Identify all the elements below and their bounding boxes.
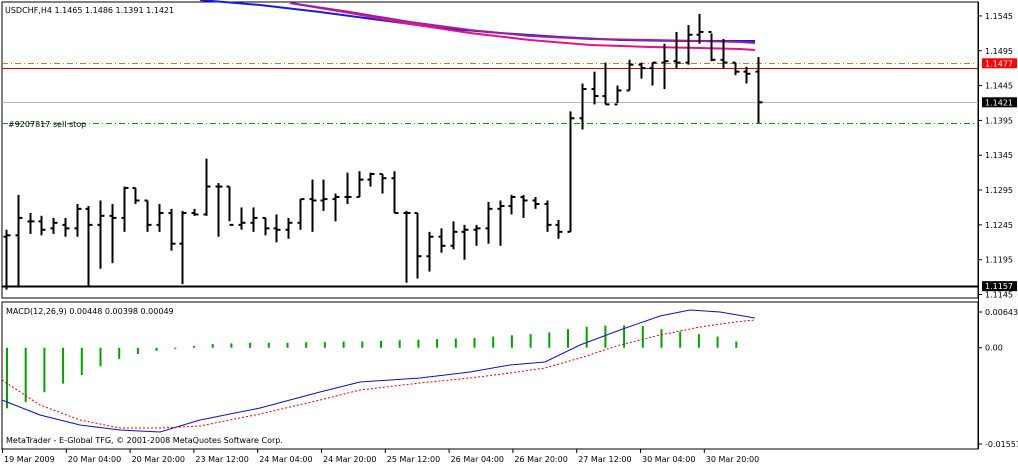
macd-axis-ticks: 0.00643 0.00 -0.01557 (978, 308, 1018, 449)
macd-histogram-bar (24, 347, 27, 403)
time-tick-label: 20 Mar 04:00 (68, 455, 121, 464)
macd-histogram-bar (267, 342, 270, 348)
macd-histogram-bar (99, 347, 102, 367)
time-tick-label: 30 Mar 04:00 (642, 455, 695, 464)
macd-histogram-bar (716, 336, 719, 348)
macd-histogram-bar (380, 340, 382, 348)
macd-histogram-bar (454, 338, 457, 348)
macd-label: MACD(12,26,9) 0.00448 0.00398 0.00049 (6, 307, 174, 316)
macd-histogram-bar (398, 340, 401, 348)
macd-histogram-bar (567, 329, 569, 348)
macd-histogram-bar (623, 325, 626, 348)
macd-histogram-bar (660, 329, 663, 348)
macd-histogram-bar (211, 344, 214, 348)
macd-histogram-bar (193, 345, 195, 348)
time-tick-label: 23 Mar 12:00 (195, 455, 248, 464)
price-tag-text: 1.1421 (985, 98, 1013, 107)
macd-histogram-bar (417, 339, 420, 348)
macd-tick-label: 0.00 (985, 344, 1003, 353)
macd-histogram (6, 325, 738, 409)
macd-histogram-bar (697, 334, 700, 348)
price-tick-label: 1.1295 (985, 186, 1013, 195)
time-axis-labels: 19 Mar 2009 20 Mar 04:00 20 Mar 20:00 23 Ma… (2, 449, 759, 464)
price-tick-label: 1.1345 (985, 151, 1013, 160)
price-tick-label: 1.1445 (985, 82, 1013, 91)
macd-histogram-bar (641, 326, 644, 348)
macd-histogram-bar (436, 339, 439, 348)
price-tags: 1.1477 1.1421 1.1157 (982, 58, 1017, 292)
price-tag-text: 1.1477 (985, 59, 1013, 68)
macd-histogram-bar (43, 347, 46, 393)
macd-histogram-bar (323, 342, 326, 348)
macd-histogram-bar (230, 343, 233, 348)
macd-histogram-bar (548, 332, 551, 348)
macd-histogram-bar (6, 347, 8, 409)
macd-histogram-bar (510, 335, 513, 348)
price-tag-box (982, 58, 1017, 69)
order-label: #9207817 sell stop (8, 120, 86, 129)
macd-histogram-bar (118, 347, 121, 359)
price-tick-label: 1.1195 (985, 256, 1013, 265)
price-levels (2, 63, 978, 288)
price-tag-box (982, 281, 1017, 292)
macd-histogram-bar (679, 331, 682, 348)
macd-histogram-bar (492, 336, 495, 348)
price-tick-label: 1.1245 (985, 221, 1013, 230)
macd-histogram-bar (361, 341, 364, 348)
time-tick-label: 20 Mar 20:00 (132, 455, 185, 464)
price-axis-ticks: 1.1545 1.1495 1.1445 1.1395 1.1345 1.1295 1.12… (978, 12, 1013, 300)
price-pane[interactable] (1, 1, 979, 299)
time-tick-label: 24 Mar 20:00 (323, 455, 376, 464)
macd-histogram-bar (529, 334, 532, 348)
macd-lines (1, 309, 756, 433)
time-tick-label: 25 Mar 12:00 (387, 455, 440, 464)
axis-divider (978, 2, 979, 449)
time-tick-label: 19 Mar 2009 (4, 455, 55, 464)
moving-averages (199, 0, 756, 51)
macd-tick-label: 0.00643 (985, 308, 1018, 317)
macd-histogram-bar (604, 325, 607, 348)
macd-histogram-bar (473, 337, 476, 348)
macd-histogram-bar (286, 342, 289, 348)
footer-copyright: MetaTrader - E-Global TFG, © 2001-2008 M… (6, 436, 283, 445)
price-tick-label: 1.1145 (985, 291, 1013, 300)
time-tick-label: 24 Mar 04:00 (259, 455, 312, 464)
price-tick-label: 1.1545 (985, 12, 1013, 21)
price-tick-label: 1.1395 (985, 116, 1013, 125)
macd-histogram-bar (174, 347, 177, 349)
time-tick-label: 26 Mar 20:00 (514, 455, 567, 464)
macd-histogram-bar (62, 347, 65, 384)
ma-line-2 (289, 2, 756, 51)
price-tag-text: 1.1157 (985, 282, 1013, 291)
macd-histogram-bar (585, 326, 588, 348)
price-tag-box (982, 97, 1017, 108)
price-tick-label: 1.1495 (985, 47, 1013, 56)
macd-histogram-bar (136, 347, 139, 354)
macd-histogram-bar (342, 341, 345, 348)
macd-histogram-bar (80, 347, 83, 375)
macd-main-line (1, 309, 756, 433)
time-tick-label: 30 Mar 20:00 (706, 455, 759, 464)
ohlc-bars (3, 13, 763, 290)
macd-pane[interactable] (1, 301, 979, 450)
macd-tick-label: -0.01557 (985, 440, 1018, 449)
macd-signal-line (1, 319, 756, 429)
macd-histogram-bar (735, 341, 738, 348)
ma-line-3 (289, 2, 756, 44)
time-tick-label: 26 Mar 04:00 (451, 455, 504, 464)
macd-histogram-bar (155, 347, 158, 351)
macd-histogram-bar (249, 342, 252, 348)
symbol-header: USDCHF,H4 1.1465 1.1486 1.1391 1.1421 (5, 6, 174, 15)
time-tick-label: 27 Mar 12:00 (578, 455, 631, 464)
macd-histogram-bar (305, 342, 308, 348)
